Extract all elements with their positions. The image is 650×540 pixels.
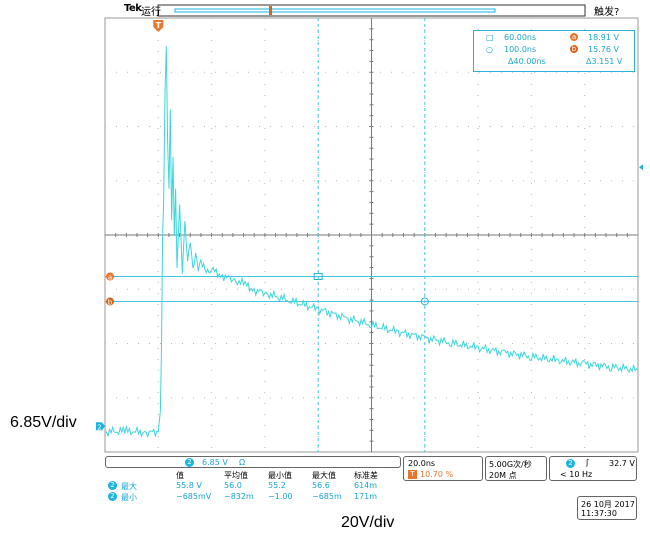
cursor-readout: □ 60.00ns a 18.91 V ○ 100.0ns b 15.76 V … (473, 30, 635, 72)
trigger-slope-icon: ʃ (586, 458, 589, 467)
cursor-level-badge-label: b (108, 298, 113, 306)
sample-rate: 5.00G次/秒 (489, 460, 532, 469)
meas-row-channel-badge: 2 (108, 481, 117, 490)
channel-scale-box[interactable]: 2 6.85 V Ω (105, 456, 401, 468)
cursor-b-icon: ○ (486, 45, 493, 54)
cursor-b-time: 100.0ns (504, 45, 537, 54)
record-length: 20M 点 (489, 471, 517, 480)
trigger-position: 10.70 % (420, 470, 454, 479)
channel-ground-marker (96, 422, 105, 431)
meas-stddev: 614m (354, 481, 378, 490)
trigger-channel-badge: 2 (566, 459, 575, 468)
channel-ground-marker-label: 2 (97, 423, 101, 431)
run-status: 运行 (141, 7, 161, 18)
channel-scale: 6.85 V (202, 458, 228, 467)
meas-row-channel-badge: 2 (108, 492, 117, 501)
waveform-polyline (104, 46, 639, 439)
cursor-delta-value: Δ3.151 V (586, 57, 623, 66)
meas-stddev: 171m (354, 492, 378, 501)
cursor-a-icon: □ (486, 33, 494, 42)
time: 11:37:30 (581, 509, 617, 518)
trigger-position-marker (153, 20, 164, 32)
meas-row-label: 最大 (121, 482, 137, 491)
meas-header: 标准差 (354, 471, 378, 480)
meas-header: 最小值 (268, 471, 292, 480)
cursor-a-intersection (313, 272, 323, 280)
cursor-b-value: 15.76 V (588, 45, 619, 54)
cursor-a-time: 60.00ns (504, 33, 537, 42)
trigger-position-marker-label: T (156, 21, 162, 30)
meas-header: 值 (176, 471, 184, 480)
meas-min: 55.2 (268, 481, 286, 490)
meas-mean: 56.0 (224, 481, 242, 490)
trigger-level-arrow (639, 164, 643, 171)
meas-value: 55.8 V (176, 481, 202, 490)
cursor-lines (105, 18, 638, 452)
y-scale-caption: 6.85V/div (10, 414, 77, 431)
channel-coupling-icon: Ω (239, 458, 246, 467)
meas-row-label: 最小 (121, 493, 137, 502)
cursor-level-badge-a (106, 272, 114, 281)
trigger-frequency: < 10 Hz (560, 470, 593, 479)
channel-badge: 2 (185, 458, 194, 467)
meas-value: −685mV (176, 492, 212, 501)
meas-max: −685m (312, 492, 342, 501)
record-length-bar (157, 4, 586, 17)
time-per-div: 20.0ns (408, 459, 436, 468)
trigger-box[interactable]: 2 ʃ 32.7 V < 10 Hz (549, 456, 637, 481)
date-time-box: 26 10月 2017 11:37:30 (577, 496, 637, 520)
trigger-status: 触发? (594, 7, 620, 18)
cursor-b-badge: b (570, 45, 578, 53)
cursor-a-badge: a (570, 33, 578, 41)
graticule-grid (105, 18, 638, 452)
cursor-a-value: 18.91 V (588, 33, 619, 42)
measurement-table: 值 平均值 最小值 最大值 标准差 2 最大 55.8 V 56.0 55.2 … (106, 470, 406, 510)
meas-min: −1.00 (268, 492, 293, 501)
cursor-delta-time: Δ40.00ns (508, 57, 546, 66)
meas-header: 最大值 (312, 471, 336, 480)
waveform-trace (104, 46, 639, 439)
x-scale-caption: 20V/div (341, 514, 395, 531)
cursor-b-intersection (420, 297, 429, 306)
acquisition-box[interactable]: 5.00G次/秒 20M 点 (485, 456, 547, 481)
trigger-level: 32.7 V (609, 459, 635, 468)
cursor-level-badge-b (106, 297, 114, 306)
trigger-position-icon: T (408, 470, 417, 479)
timebase-box[interactable]: 20.0ns T 10.70 % (403, 456, 483, 481)
meas-max: 56.6 (312, 481, 330, 490)
meas-header: 平均值 (224, 471, 248, 480)
cursor-level-badge-label: a (108, 273, 112, 281)
meas-mean: −832m (224, 492, 254, 501)
brand-logo: Tek (124, 3, 142, 14)
date: 26 10月 2017 (581, 500, 635, 509)
